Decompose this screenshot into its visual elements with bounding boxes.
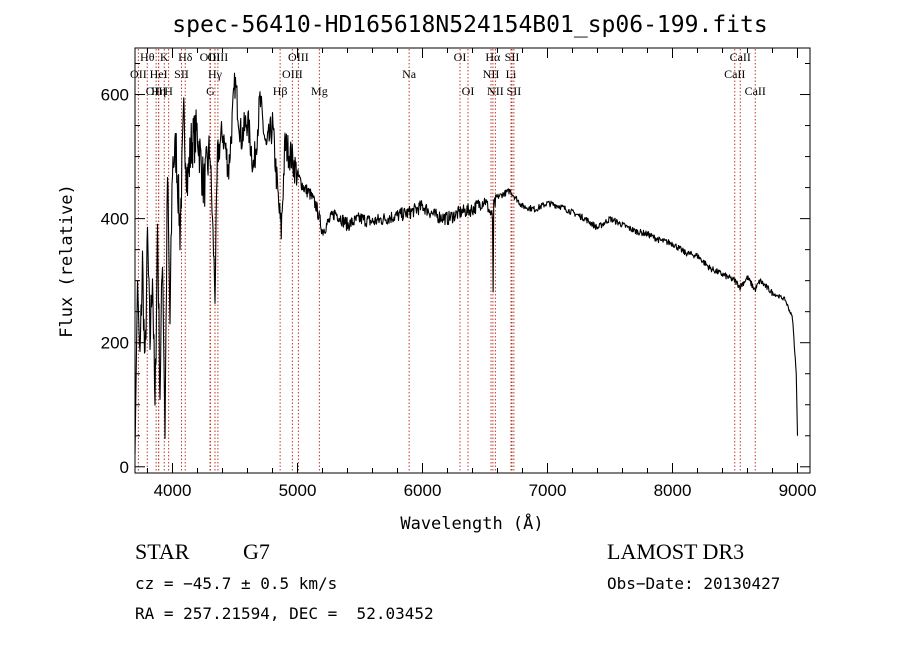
observation-date: Obs−Date: 20130427 [607, 574, 781, 593]
marker-label-28: CaII [745, 84, 766, 98]
y-tick-label-600: 600 [101, 86, 129, 105]
marker-label-22: NII [487, 84, 504, 98]
chart-title: spec-56410-HD165618N524154B01_sp06-199.f… [172, 12, 767, 38]
plot-frame [134, 47, 811, 474]
marker-label-26: CaII [724, 67, 745, 81]
coordinates: RA = 257.21594, DEC = 52.03452 [135, 604, 434, 623]
marker-label-9: OIII [200, 50, 221, 64]
marker-label-27: CaII [730, 50, 751, 64]
x-axis-label: Wavelength (Å) [400, 512, 543, 534]
marker-label-25: SII [507, 84, 522, 98]
marker-label-11: Hγ [208, 67, 223, 81]
marker-label-23: Li [506, 67, 517, 81]
marker-label-2: OIII [146, 84, 167, 98]
y-tick-label-200: 200 [101, 334, 129, 353]
y-axis-label: Flux (relative) [57, 184, 77, 338]
marker-label-7: SII [174, 67, 189, 81]
marker-label-10: G [206, 84, 215, 98]
x-tick-label-6000: 6000 [404, 481, 442, 500]
marker-label-14: OIII [282, 67, 303, 81]
marker-label-6: H [164, 84, 173, 98]
marker-label-24: SII [505, 50, 520, 64]
marker-label-21: Hα [485, 50, 501, 64]
x-tick-label-5000: 5000 [279, 481, 317, 500]
x-tick-label-8000: 8000 [654, 481, 692, 500]
redshift-velocity: cz = −45.7 ± 0.5 km/s [135, 574, 338, 593]
marker-label-19: OI [462, 84, 475, 98]
marker-label-20: NII [483, 67, 500, 81]
y-tick-label-400: 400 [101, 210, 129, 229]
x-tick-label-9000: 9000 [779, 481, 817, 500]
spectrum-line [134, 72, 799, 455]
marker-label-1: Hθ [140, 50, 155, 64]
survey-name: LAMOST DR3 [607, 539, 745, 564]
marker-label-8: Hδ [178, 50, 193, 64]
marker-label-17: Na [402, 67, 417, 81]
marker-label-18: OI [454, 50, 467, 64]
line-markers [137, 49, 756, 472]
marker-label-0: OII [130, 67, 147, 81]
object-class: STAR [135, 539, 190, 564]
marker-label-16: Mg [311, 84, 328, 98]
subclass: G7 [243, 539, 270, 564]
y-axis: 0 200 400 600 [101, 63, 810, 477]
marker-label-4: HeI [150, 67, 168, 81]
marker-label-13: Hβ [273, 84, 288, 98]
marker-label-12: OIII [208, 50, 229, 64]
x-tick-label-4000: 4000 [154, 481, 192, 500]
marker-label-15: OIII [288, 50, 309, 64]
x-axis: 4000 5000 6000 7000 8000 9000 [147, 48, 817, 500]
marker-label-3: Hη [151, 84, 166, 98]
x-tick-label-7000: 7000 [529, 481, 567, 500]
marker-label-5: K [160, 50, 169, 64]
spectrum-series [134, 72, 799, 455]
y-tick-label-0: 0 [120, 458, 129, 477]
